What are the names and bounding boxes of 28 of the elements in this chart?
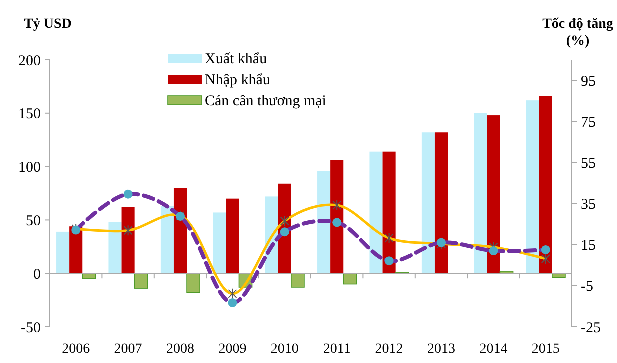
y-tick-label: 50 — [26, 213, 41, 230]
x-tick-label: 2013 — [428, 342, 456, 357]
legend-label: Nhập khẩu — [205, 72, 271, 88]
y2-tick-label: 15 — [581, 238, 596, 254]
legend-label: Xuất khẩu — [205, 51, 268, 68]
y2-tick-label: -5 — [581, 279, 594, 296]
x-tick-label: 2011 — [323, 342, 351, 357]
x-tick-label: 2008 — [166, 342, 194, 357]
y2-tick-label: 55 — [581, 156, 596, 172]
y2-axis-title: Tốc độ tăng (%) — [542, 17, 614, 49]
y2-tick-label: 75 — [581, 114, 596, 131]
x-tick-label: 2012 — [375, 342, 404, 357]
y-tick-label: 0 — [34, 266, 41, 283]
y2-tick-label: 35 — [581, 197, 596, 214]
x-tick-label: 2007 — [114, 342, 142, 357]
x-tick-label: 2015 — [532, 342, 560, 357]
x-tick-label: 2014 — [480, 342, 508, 357]
x-tick-label: 2010 — [270, 342, 299, 357]
x-tick-label: 2006 — [62, 342, 90, 357]
y-tick-label: -50 — [21, 320, 41, 336]
y-tick-label: 150 — [18, 106, 41, 123]
y-tick-label: 100 — [18, 160, 41, 176]
x-tick-label: 2009 — [218, 342, 247, 357]
legend-label: Cán cân thương mại — [205, 93, 326, 110]
y2-tick-label: 95 — [581, 74, 596, 90]
y2-tick-label: -25 — [581, 320, 601, 336]
y-tick-label: 200 — [18, 53, 41, 70]
y-axis-title: Tỷ USD — [24, 17, 72, 32]
